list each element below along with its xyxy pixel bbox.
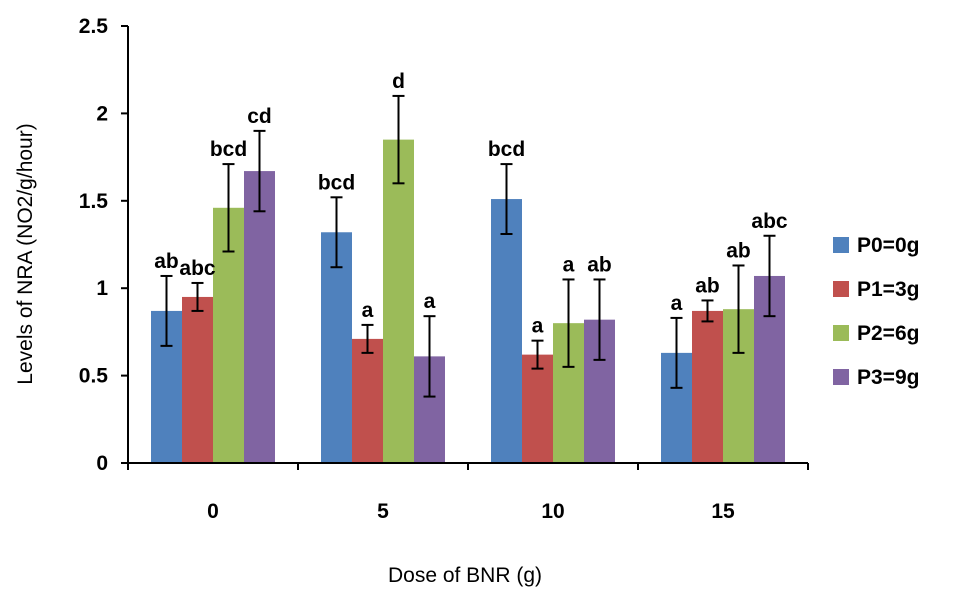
significance-label-P2=6g-dose-15: ab xyxy=(726,239,751,262)
legend-label-P1=3g: P1=3g xyxy=(857,278,919,301)
legend-swatch-P0=0g xyxy=(833,237,849,253)
x-axis-title: Dose of BNR (g) xyxy=(388,564,542,587)
significance-label-P1=3g-dose-10: a xyxy=(532,315,544,338)
significance-label-P0=0g-dose-10: bcd xyxy=(488,138,525,161)
y-tick-label: 0.5 xyxy=(79,365,109,388)
legend-swatch-P2=6g xyxy=(833,325,849,341)
y-tick-label: 2.5 xyxy=(79,15,109,38)
legend-label-P2=6g: P2=6g xyxy=(857,322,919,345)
y-tick-label: 1 xyxy=(96,277,108,300)
bar-P0=0g-dose-10 xyxy=(491,199,522,463)
bar-P1=3g-dose-15 xyxy=(692,310,723,463)
bar-P0=0g-dose-5 xyxy=(321,232,352,463)
bars-layer xyxy=(151,139,785,464)
axes-layer: 0 0.5 1 1.5 2 2.5 0 5 10 15 xyxy=(79,15,809,523)
legend-swatch-P1=3g xyxy=(833,281,849,297)
bar-P1=3g-dose-5 xyxy=(352,338,383,463)
legend-swatch-P3=9g xyxy=(833,369,849,385)
y-tick-label: 2 xyxy=(96,102,108,125)
bar-P2=6g-dose-5 xyxy=(383,139,414,463)
x-tick-label: 5 xyxy=(377,500,389,523)
x-tick-label: 10 xyxy=(541,500,564,523)
significance-label-P2=6g-dose-5: d xyxy=(392,70,405,93)
x-tick-label: 15 xyxy=(711,500,735,523)
legend: P0=0g P1=3g P2=6g P3=9g xyxy=(833,234,919,389)
significance-label-P0=0g-dose-5: bcd xyxy=(318,171,355,194)
significance-label-P0=0g-dose-0: ab xyxy=(154,250,179,273)
y-axis-title: Levels of NRA (NO2/g/hour) xyxy=(14,123,37,384)
significance-label-P0=0g-dose-15: a xyxy=(671,292,683,315)
bar-P1=3g-dose-0 xyxy=(182,296,213,463)
significance-label-P1=3g-dose-5: a xyxy=(362,299,374,322)
significance-label-P2=6g-dose-0: bcd xyxy=(210,138,247,161)
x-tick-label: 0 xyxy=(207,500,219,523)
legend-label-P0=0g: P0=0g xyxy=(857,234,919,257)
bar-P1=3g-dose-10 xyxy=(522,354,553,463)
significance-label-P1=3g-dose-15: ab xyxy=(695,274,720,297)
y-tick-label: 1.5 xyxy=(79,190,109,213)
legend-label-P3=9g: P3=9g xyxy=(857,366,919,389)
y-tick-label: 0 xyxy=(96,452,108,475)
significance-label-P2=6g-dose-10: a xyxy=(563,253,575,276)
significance-label-P3=9g-dose-15: abc xyxy=(751,210,788,233)
significance-label-P3=9g-dose-0: cd xyxy=(247,105,272,128)
significance-label-P3=9g-dose-10: ab xyxy=(587,253,612,276)
bar-P3=9g-dose-0 xyxy=(244,171,275,464)
significance-label-P3=9g-dose-5: a xyxy=(424,290,436,313)
error-bars-layer xyxy=(160,94,776,398)
significance-label-P1=3g-dose-0: abc xyxy=(179,257,216,280)
